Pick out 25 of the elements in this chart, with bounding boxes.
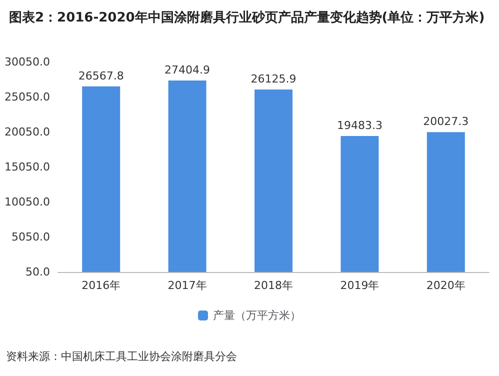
data-label: 26125.9	[250, 72, 296, 86]
x-tick-label: 2019年	[340, 279, 380, 292]
bar	[82, 86, 120, 272]
x-tick-label: 2018年	[254, 279, 293, 292]
bar	[254, 89, 292, 272]
chart-title: 图表2：2016-2020年中国涂附磨具行业砂页产品产量变化趋势(单位：万平方米)	[9, 10, 485, 26]
legend-label: 产量（万平方米）	[213, 309, 301, 322]
x-tick-label: 2017年	[168, 279, 207, 292]
data-label: 27404.9	[164, 64, 210, 77]
y-tick-label: 5050.0	[12, 230, 50, 244]
y-tick-label: 30050.0	[4, 56, 50, 68]
x-tick-label: 2020年	[426, 279, 466, 292]
text: 资料来源：中国机床工具工业协会涂附磨具分会	[6, 350, 237, 363]
y-tick-label: 15050.0	[4, 160, 50, 174]
y-tick-label: 20050.0	[4, 126, 50, 138]
data-label: 26567.8	[78, 69, 124, 82]
x-tick-label: 2016年	[82, 279, 121, 292]
y-tick-label: 25050.0	[4, 90, 50, 104]
bar	[340, 136, 379, 272]
bar	[168, 80, 206, 272]
y-tick-label: 50.0	[26, 266, 50, 278]
y-tick-label: 10050.0	[4, 196, 50, 208]
data-label: 20027.3	[423, 115, 469, 128]
data-label: 19483.3	[336, 118, 382, 132]
bar	[426, 132, 465, 272]
